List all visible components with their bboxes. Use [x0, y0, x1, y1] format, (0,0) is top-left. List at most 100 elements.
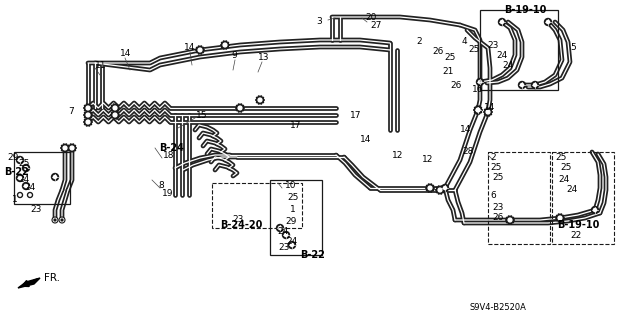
Text: 14: 14: [484, 103, 495, 113]
Text: 14: 14: [120, 49, 131, 58]
Text: 24: 24: [277, 227, 288, 236]
Circle shape: [24, 184, 28, 188]
Text: 14: 14: [184, 43, 195, 53]
Circle shape: [500, 20, 504, 24]
Circle shape: [113, 106, 117, 110]
Text: 22: 22: [570, 231, 581, 240]
Text: 12: 12: [422, 155, 433, 165]
Text: S9V4-B2520A: S9V4-B2520A: [470, 303, 527, 313]
Text: 24: 24: [24, 183, 35, 192]
Circle shape: [591, 206, 598, 213]
Text: 11: 11: [95, 61, 106, 70]
Circle shape: [238, 106, 242, 110]
Circle shape: [547, 20, 550, 24]
Circle shape: [52, 217, 58, 223]
Text: 2: 2: [490, 152, 495, 161]
Circle shape: [486, 110, 490, 114]
Circle shape: [198, 48, 202, 52]
Circle shape: [531, 81, 538, 88]
Bar: [212, 183, 302, 228]
Circle shape: [19, 194, 21, 196]
Text: 25: 25: [560, 164, 572, 173]
Text: 28: 28: [462, 147, 474, 157]
Text: 25: 25: [490, 164, 501, 173]
Text: 1: 1: [290, 205, 296, 214]
Text: B-22: B-22: [4, 167, 29, 177]
Polygon shape: [111, 111, 120, 119]
Bar: [14, 152, 70, 204]
Text: 2: 2: [416, 38, 422, 47]
Polygon shape: [83, 118, 93, 126]
Text: 6: 6: [490, 190, 496, 199]
Text: 25: 25: [555, 152, 566, 161]
Text: 3: 3: [316, 18, 322, 26]
Circle shape: [53, 175, 56, 179]
Circle shape: [22, 182, 29, 189]
Circle shape: [86, 113, 90, 117]
Text: 29: 29: [7, 152, 19, 161]
Text: 5: 5: [570, 43, 576, 53]
Circle shape: [444, 186, 447, 189]
Circle shape: [59, 217, 65, 223]
Polygon shape: [83, 104, 93, 112]
Text: 25: 25: [18, 159, 29, 167]
Polygon shape: [435, 186, 445, 194]
Circle shape: [276, 225, 284, 232]
Circle shape: [428, 186, 432, 190]
Polygon shape: [61, 144, 70, 152]
Polygon shape: [221, 41, 230, 49]
Text: 23: 23: [487, 41, 499, 49]
Text: B-19-10: B-19-10: [557, 220, 600, 230]
Text: 14: 14: [360, 136, 371, 145]
Text: 9: 9: [231, 51, 237, 61]
Circle shape: [518, 81, 525, 88]
Text: B-24: B-24: [159, 143, 184, 153]
Polygon shape: [67, 144, 77, 152]
Text: 17: 17: [350, 110, 362, 120]
Circle shape: [474, 107, 481, 114]
Circle shape: [476, 108, 479, 112]
Circle shape: [499, 19, 506, 26]
Text: 25: 25: [492, 174, 504, 182]
Bar: [270, 180, 322, 255]
Text: 24: 24: [558, 175, 569, 184]
Polygon shape: [474, 106, 483, 114]
Circle shape: [520, 84, 524, 86]
Polygon shape: [111, 104, 120, 112]
Text: 26: 26: [492, 213, 504, 222]
Circle shape: [258, 98, 262, 102]
Text: 4: 4: [462, 38, 468, 47]
Text: 24: 24: [18, 175, 29, 184]
Circle shape: [442, 184, 449, 191]
Text: 23: 23: [232, 216, 243, 225]
Text: 13: 13: [258, 54, 269, 63]
Polygon shape: [426, 184, 435, 192]
Text: B-24-20: B-24-20: [220, 220, 262, 230]
Circle shape: [22, 165, 29, 172]
Text: 10: 10: [285, 181, 296, 189]
Text: 27: 27: [370, 21, 381, 31]
Text: 24: 24: [496, 50, 508, 60]
Circle shape: [545, 19, 552, 26]
Circle shape: [113, 113, 117, 117]
Text: 24: 24: [502, 61, 513, 70]
Circle shape: [28, 192, 33, 197]
Circle shape: [593, 208, 596, 211]
Text: B-19-10: B-19-10: [504, 5, 547, 15]
Circle shape: [19, 159, 22, 162]
Circle shape: [24, 167, 28, 170]
Text: 14: 14: [460, 125, 472, 135]
Circle shape: [223, 43, 227, 47]
Polygon shape: [236, 104, 244, 112]
Circle shape: [19, 176, 22, 180]
Polygon shape: [195, 46, 205, 54]
Text: 25: 25: [468, 46, 479, 55]
Circle shape: [17, 192, 22, 197]
Circle shape: [17, 157, 24, 164]
Circle shape: [289, 241, 296, 249]
Circle shape: [479, 80, 481, 84]
Text: 20: 20: [365, 13, 376, 23]
Polygon shape: [255, 96, 264, 104]
Text: 1: 1: [12, 196, 18, 204]
Text: 21: 21: [442, 68, 453, 77]
